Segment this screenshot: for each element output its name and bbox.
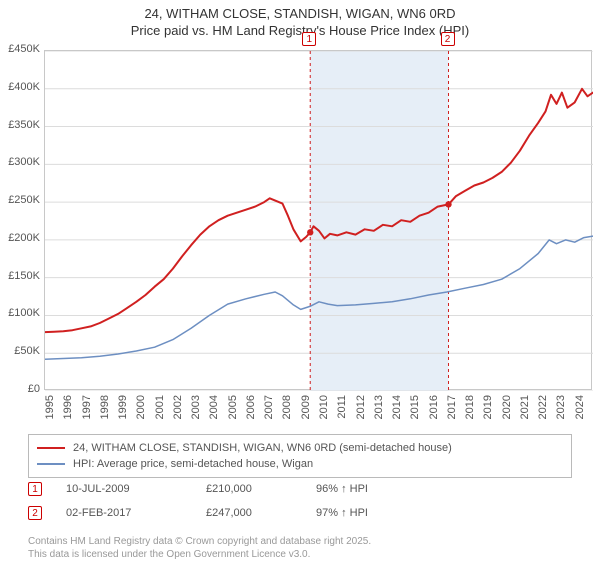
plot-area — [44, 50, 592, 390]
sale-detail-date: 10-JUL-2009 — [66, 483, 206, 495]
x-tick-label: 2000 — [135, 395, 147, 455]
x-tick-label: 2003 — [190, 395, 202, 455]
x-tick-label: 2004 — [208, 395, 220, 455]
sale-detail-date: 02-FEB-2017 — [66, 507, 206, 519]
footer-line2: This data is licensed under the Open Gov… — [28, 549, 572, 562]
x-tick-label: 2007 — [263, 395, 275, 455]
x-tick-label: 2010 — [318, 395, 330, 455]
footer-line1: Contains HM Land Registry data © Crown c… — [28, 536, 572, 549]
x-tick-label: 2015 — [409, 395, 421, 455]
x-tick-label: 2001 — [154, 395, 166, 455]
y-tick-label: £450K — [0, 43, 40, 55]
x-tick-label: 2024 — [574, 395, 586, 455]
sale-marker-2: 2 — [441, 32, 455, 46]
x-tick-label: 2014 — [391, 395, 403, 455]
legend-label: HPI: Average price, semi-detached house,… — [73, 458, 313, 470]
x-tick-label: 1998 — [99, 395, 111, 455]
x-tick-label: 2016 — [428, 395, 440, 455]
x-tick-label: 1999 — [117, 395, 129, 455]
legend-row: HPI: Average price, semi-detached house,… — [37, 456, 563, 472]
sale-detail-row: 2 02-FEB-2017£247,00097% ↑ HPI — [28, 506, 572, 520]
x-tick-label: 2017 — [446, 395, 458, 455]
x-tick-label: 2020 — [501, 395, 513, 455]
y-tick-label: £50K — [0, 345, 40, 357]
sale-detail-marker: 2 — [28, 506, 42, 520]
x-tick-label: 2023 — [555, 395, 567, 455]
x-tick-label: 2006 — [245, 395, 257, 455]
y-tick-label: £200K — [0, 232, 40, 244]
sale-detail-hpi: 97% ↑ HPI — [316, 507, 426, 519]
y-tick-label: £250K — [0, 194, 40, 206]
x-tick-label: 2022 — [537, 395, 549, 455]
sale-detail-price: £247,000 — [206, 507, 316, 519]
y-tick-label: £300K — [0, 156, 40, 168]
y-tick-label: £150K — [0, 270, 40, 282]
x-tick-label: 1995 — [44, 395, 56, 455]
x-tick-label: 2019 — [482, 395, 494, 455]
sale-detail-marker: 1 — [28, 482, 42, 496]
footer-text: Contains HM Land Registry data © Crown c… — [28, 536, 572, 561]
sale-detail-row: 1 10-JUL-2009£210,00096% ↑ HPI — [28, 482, 572, 496]
sale-detail-price: £210,000 — [206, 483, 316, 495]
chart-title-line2: Price paid vs. HM Land Registry's House … — [0, 23, 600, 38]
x-tick-label: 2008 — [281, 395, 293, 455]
chart-title-line1: 24, WITHAM CLOSE, STANDISH, WIGAN, WN6 0… — [0, 6, 600, 21]
x-tick-label: 2009 — [300, 395, 312, 455]
sale-marker-1: 1 — [302, 32, 316, 46]
y-tick-label: £100K — [0, 307, 40, 319]
x-tick-label: 1996 — [62, 395, 74, 455]
legend-swatch — [37, 463, 65, 465]
y-tick-label: £400K — [0, 81, 40, 93]
x-tick-label: 2005 — [227, 395, 239, 455]
x-tick-label: 2002 — [172, 395, 184, 455]
chart-svg — [45, 51, 593, 391]
sale-detail-hpi: 96% ↑ HPI — [316, 483, 426, 495]
x-tick-label: 1997 — [81, 395, 93, 455]
x-tick-label: 2021 — [519, 395, 531, 455]
y-tick-label: £0 — [0, 383, 40, 395]
x-tick-label: 2018 — [464, 395, 476, 455]
x-tick-label: 2012 — [355, 395, 367, 455]
chart-container: 24, WITHAM CLOSE, STANDISH, WIGAN, WN6 0… — [0, 6, 600, 566]
y-tick-label: £350K — [0, 119, 40, 131]
x-tick-label: 2013 — [373, 395, 385, 455]
x-tick-label: 2011 — [336, 395, 348, 455]
